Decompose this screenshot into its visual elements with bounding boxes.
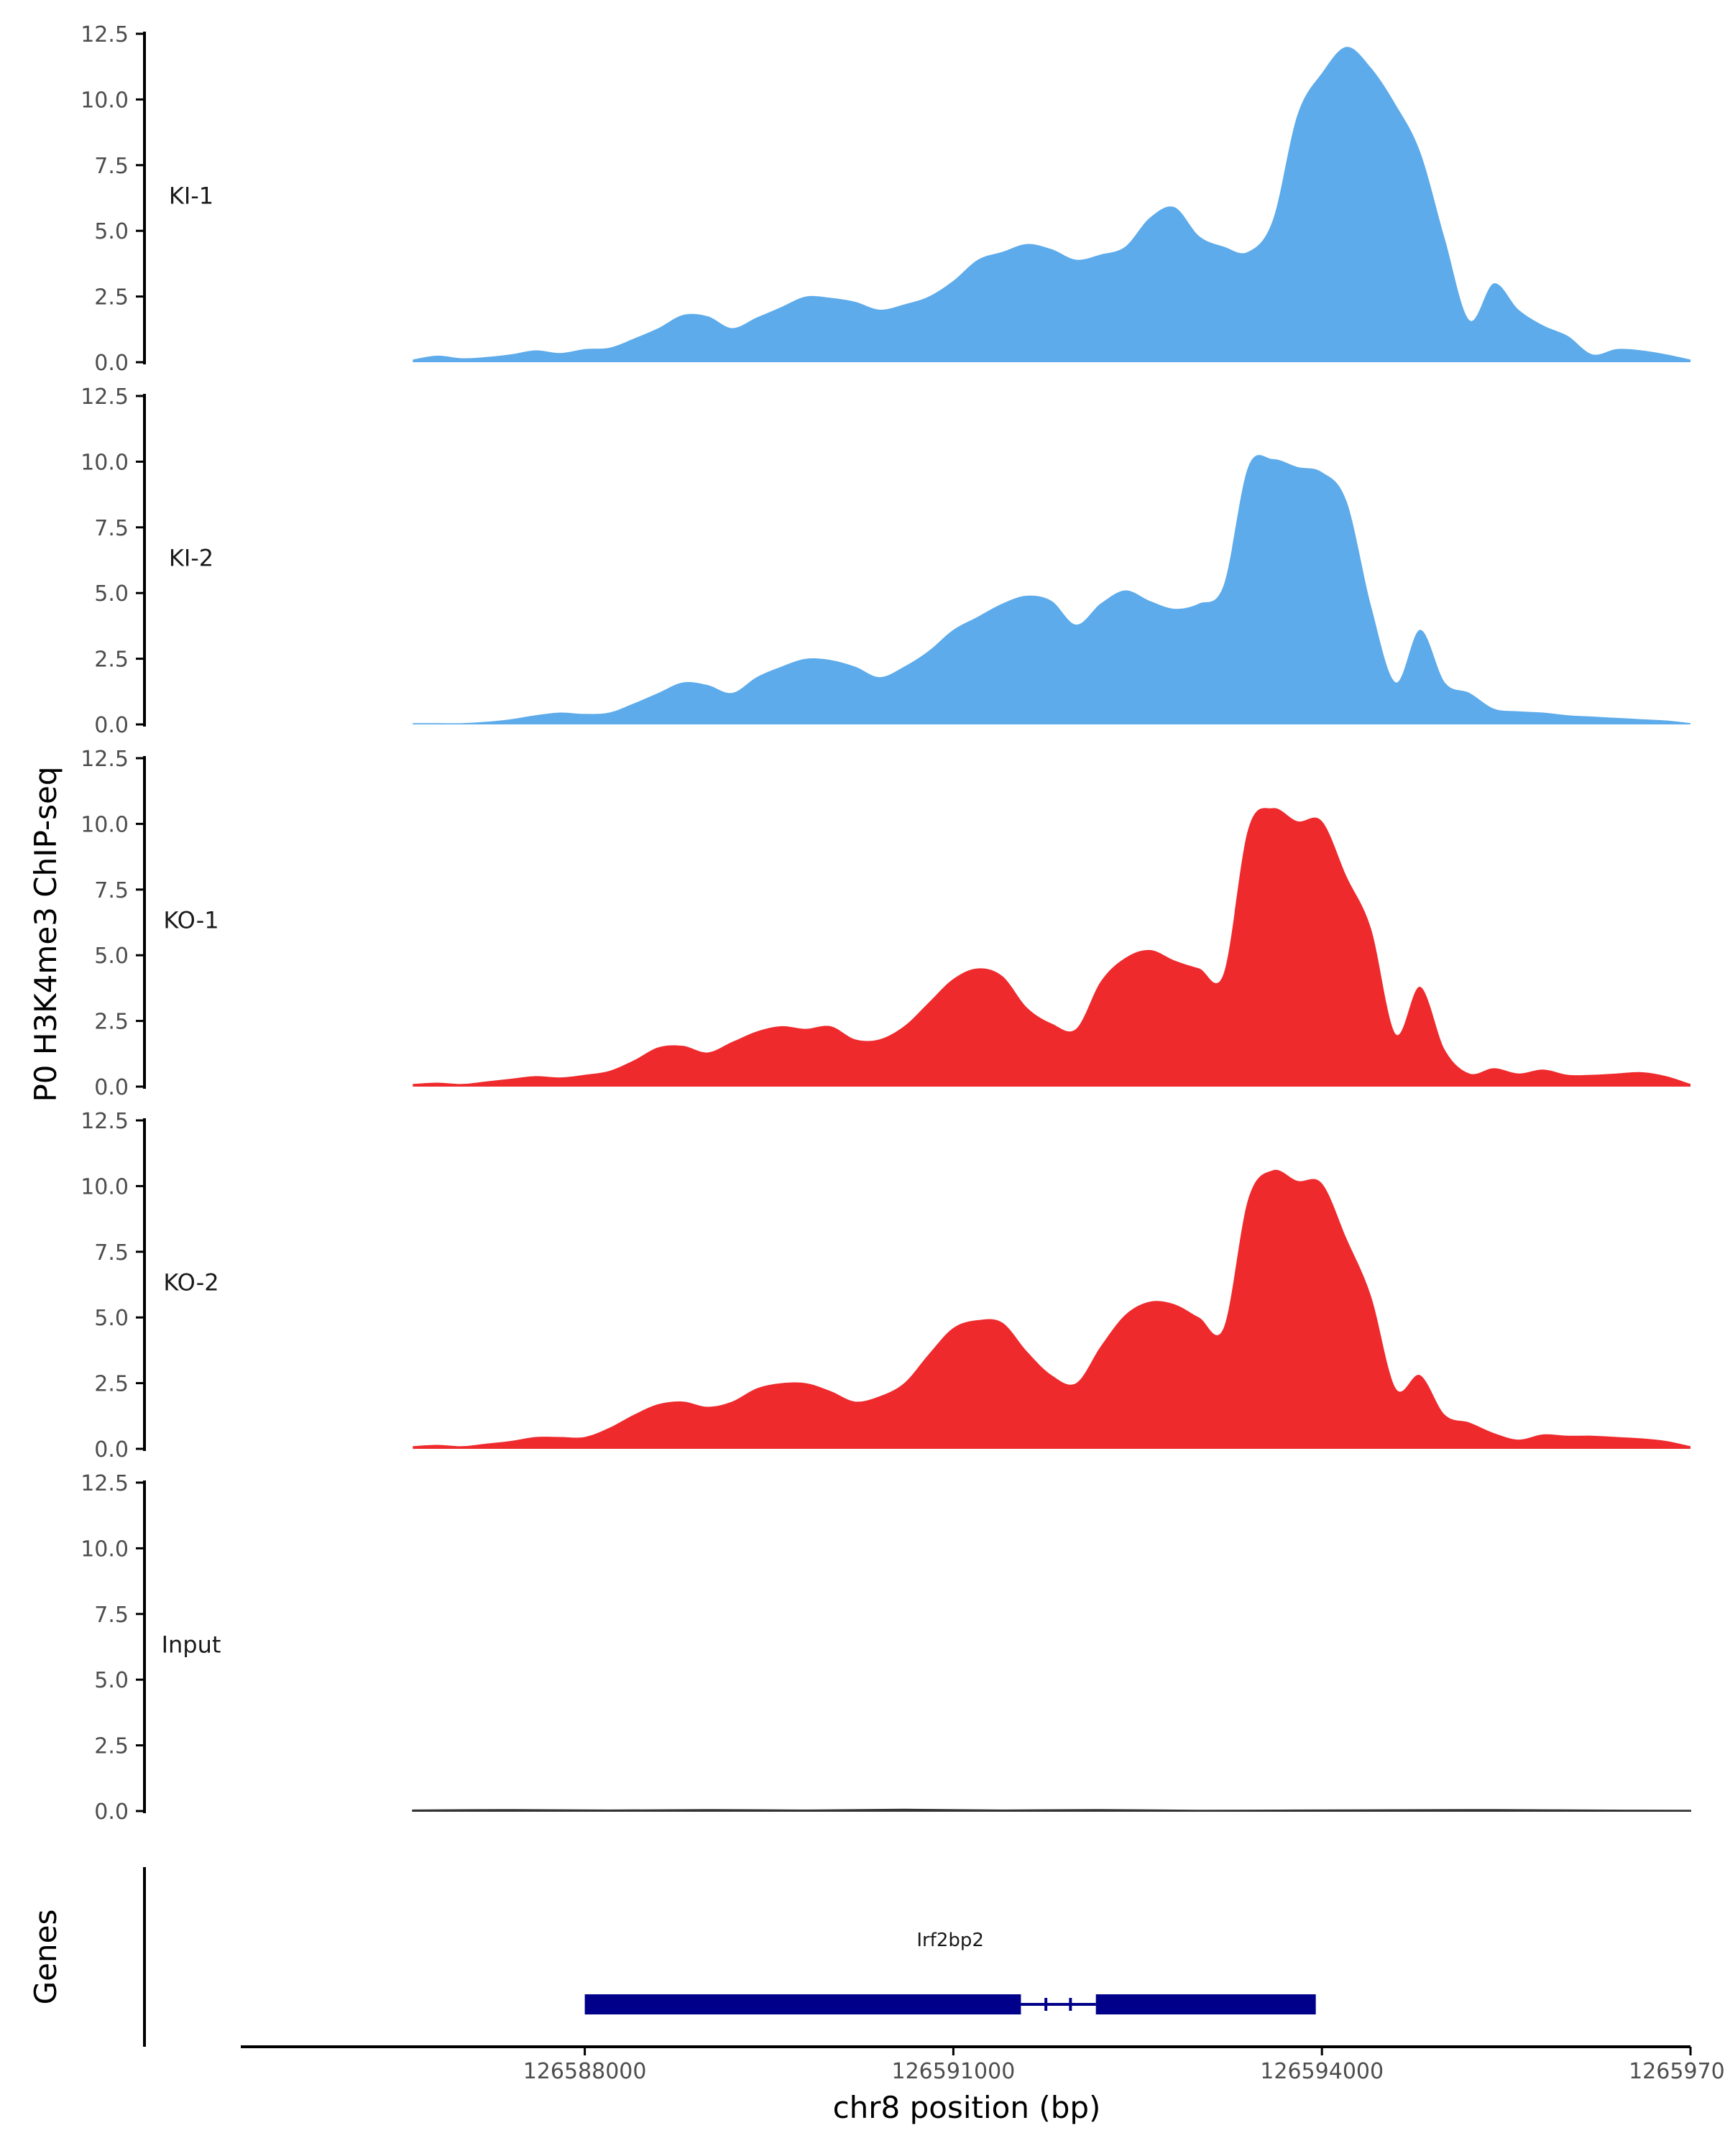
- y-tick-label: 5.0: [94, 581, 129, 607]
- y-tick-label: 10.0: [80, 88, 129, 113]
- y-axis-title: P0 H3K4me3 ChIP-seq: [28, 766, 63, 1102]
- coverage-area: [413, 1169, 1690, 1449]
- y-tick-label: 5.0: [94, 944, 129, 969]
- gene-exon: [584, 1994, 1021, 2014]
- track-input: 0.0 2.5 5.0 7.5 10.0 12.5 Input: [80, 1471, 1691, 1825]
- y-tick-label: 7.5: [94, 1603, 129, 1628]
- track-label: KI-1: [169, 183, 213, 210]
- x-tick-label: 126588000: [523, 2059, 647, 2084]
- y-tick-label: 0.0: [94, 1800, 129, 1825]
- gene-irf2bp2: Irf2bp2: [584, 1930, 1316, 2014]
- gene-exon: [1095, 1994, 1316, 2014]
- genes-track-title: Genes: [28, 1909, 63, 2005]
- track-ko-1: 0.0 2.5 5.0 7.5 10.0 12.5 KO-1: [80, 747, 1690, 1100]
- y-tick-label: 7.5: [94, 1240, 129, 1266]
- coverage-area: [412, 1808, 1691, 1812]
- y-tick-label: 2.5: [94, 648, 129, 673]
- coverage-area: [413, 455, 1690, 724]
- y-tick-label: 2.5: [94, 1372, 129, 1397]
- y-tick-label: 12.5: [80, 747, 129, 772]
- track-ko-2: 0.0 2.5 5.0 7.5 10.0 12.5 KO-2: [80, 1109, 1690, 1462]
- track-label: KO-1: [163, 907, 218, 934]
- y-tick-label: 10.0: [80, 1537, 129, 1562]
- coverage-area: [413, 808, 1690, 1087]
- y-tick-label: 7.5: [94, 878, 129, 903]
- x-axis-title: chr8 position (bp): [833, 2090, 1101, 2125]
- y-tick-label: 12.5: [80, 1109, 129, 1134]
- y-tick-label: 7.5: [94, 154, 129, 179]
- y-tick-label: 0.0: [94, 1437, 129, 1462]
- y-tick-label: 0.0: [94, 1075, 129, 1100]
- track-label: KI-2: [169, 545, 213, 572]
- track-ki-2: 0.0 2.5 5.0 7.5 10.0 12.5 KI-2: [80, 384, 1690, 738]
- x-tick-label: 126597000: [1629, 2059, 1725, 2084]
- genes-track: Genes Irf2bp2: [28, 1867, 1316, 2047]
- x-tick-label: 126594000: [1260, 2059, 1384, 2084]
- y-tick-label: 12.5: [80, 1471, 129, 1496]
- y-tick-label: 10.0: [80, 1174, 129, 1199]
- y-tick-label: 10.0: [80, 450, 129, 475]
- y-tick-label: 0.0: [94, 351, 129, 376]
- y-tick-label: 5.0: [94, 219, 129, 244]
- y-tick-label: 12.5: [80, 384, 129, 410]
- y-tick-label: 2.5: [94, 1734, 129, 1759]
- y-tick-label: 2.5: [94, 285, 129, 310]
- coverage-tracks: 0.0 2.5 5.0 7.5 10.0 12.5 KI-1 0.0 2.5 5.0 7.5 10.0…: [80, 22, 1691, 1825]
- y-tick-label: 5.0: [94, 1668, 129, 1693]
- y-tick-label: 12.5: [80, 22, 129, 47]
- y-tick-label: 10.0: [80, 812, 129, 837]
- y-tick-label: 5.0: [94, 1306, 129, 1331]
- gene-label: Irf2bp2: [916, 1930, 984, 1951]
- track-label: Input: [162, 1631, 221, 1659]
- y-tick-label: 2.5: [94, 1010, 129, 1035]
- track-ki-1: 0.0 2.5 5.0 7.5 10.0 12.5 KI-1: [80, 22, 1690, 376]
- y-tick-label: 0.0: [94, 713, 129, 738]
- coverage-area: [413, 47, 1690, 362]
- y-tick-label: 7.5: [94, 516, 129, 541]
- track-label: KO-2: [163, 1269, 218, 1296]
- x-tick-label: 126591000: [892, 2059, 1016, 2084]
- x-axis: 126588000 126591000 126594000 126597000: [241, 2045, 1725, 2084]
